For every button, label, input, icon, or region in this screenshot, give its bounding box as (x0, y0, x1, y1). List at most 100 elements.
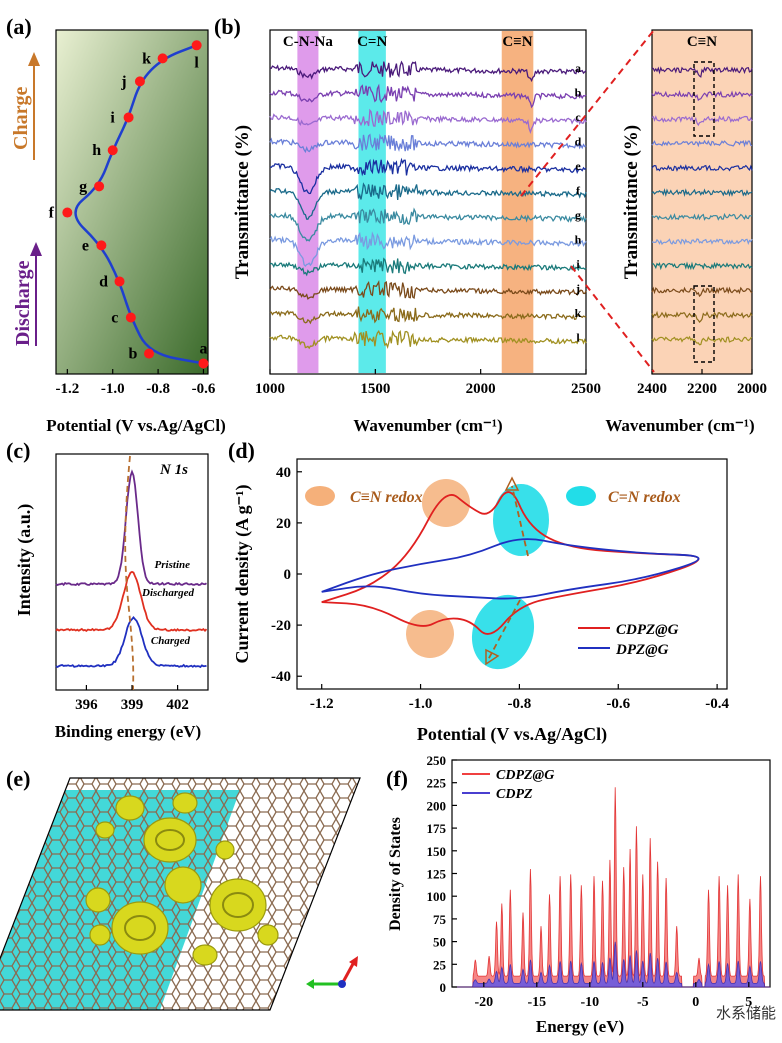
panel-f-xlabel: Energy (eV) (536, 1017, 624, 1036)
cn-triple-oxidation-peak (422, 479, 470, 527)
zoom-line-bottom (570, 265, 655, 373)
x-tick-label: -0.4 (705, 696, 729, 712)
state-point-g (94, 181, 105, 192)
state-label-c: c (111, 310, 118, 327)
state-point-h (107, 145, 118, 156)
xps-label-pristine: Pristine (155, 559, 191, 571)
panel-d-legend: CDPZ@G DPZ@G (578, 622, 679, 658)
panel-d-annotation-cn-double: C=N redox (566, 486, 681, 506)
panel-d-ylabel: Current density (A g⁻¹) (232, 484, 253, 663)
spectrum-a (269, 60, 587, 83)
panel-b-spectra (269, 60, 587, 350)
state-label-b: b (129, 346, 138, 363)
x-tick-label: -0.8 (508, 696, 532, 712)
panel-b-xticks: 1000 1500 2000 2500 (255, 369, 601, 397)
panel-a-points: a b c d e f g hi jk l (49, 40, 209, 369)
cn-triple-redox-label: C≡N redox (350, 489, 423, 506)
panel-f-ylabel: Density of States (387, 817, 404, 931)
spectrum-k (269, 306, 587, 325)
panel-a: (a) a b c d e f g hi jk l -1.2 -1.0 -0.8 -0.6 Potent… (6, 14, 226, 435)
x-tick-label: 2400 (637, 381, 667, 397)
x-tick-label: -1.2 (55, 381, 79, 397)
panel-d-highlights (406, 479, 549, 670)
charge-label: Charge (10, 87, 32, 150)
band-label-0: C-N-Na (283, 34, 333, 50)
x-tick-label: -10 (580, 995, 599, 1010)
panel-e-axis-triad (306, 956, 358, 989)
panel-c-spectra: Pristine Discharged Charged (55, 469, 208, 669)
panel-d-cv-curves (321, 491, 700, 635)
state-label-j: j (120, 73, 126, 90)
xps-label-charged: Charged (151, 635, 191, 647)
x-tick-label: 1500 (360, 381, 390, 397)
state-label-g: g (79, 178, 87, 195)
spectrum-label-a: a (575, 61, 581, 75)
y-tick-label: 75 (433, 912, 447, 927)
inset-spectrum-e (651, 164, 753, 172)
inset-spectrum-a (651, 66, 753, 78)
y-tick-label: 20 (276, 516, 291, 532)
inset-spectrum-g (651, 212, 753, 221)
state-point-j (134, 76, 145, 87)
spectrum-label-j: j (575, 282, 580, 296)
inset-spectrum-c (651, 115, 753, 127)
panel-f-ticks: -20 -15 -10 -5 0 5025507510012515017520022525… (427, 753, 753, 1010)
x-tick-label: -1.2 (310, 696, 334, 712)
x-tick-label: -1.0 (409, 696, 433, 712)
band-label-1: C=N (357, 34, 387, 50)
spectrum-label-f: f (576, 184, 581, 198)
x-tick-label: 1000 (255, 381, 285, 397)
band-1 (358, 31, 386, 373)
y-tick-label: 125 (427, 867, 447, 882)
cn-double-redox-label: C=N redox (608, 489, 681, 506)
legend-dpzg: DPZ@G (615, 642, 669, 658)
cn-triple-reduction-peak (406, 610, 454, 658)
panel-e-cell-border (0, 777, 361, 1011)
state-point-f (62, 207, 73, 218)
spectrum-label-h: h (575, 233, 582, 247)
panel-b-inset-area (651, 29, 753, 375)
band-2 (501, 31, 534, 373)
panel-d: (d) C≡N redox C=N redox CDPZ@G DPZ@G (228, 438, 729, 745)
panel-f-legend: CDPZ@G CDPZ (462, 768, 554, 802)
panel-c-shift-line (124, 455, 135, 691)
legend-cdpzg-f: CDPZ@G (496, 768, 554, 783)
legend-cdpzg: CDPZ@G (616, 622, 679, 638)
panel-a-xlabel: Potential (V vs.Ag/AgCl) (46, 416, 226, 435)
x-tick-label: -20 (474, 995, 493, 1010)
spectrum-f (269, 182, 587, 220)
inset-spectrum-d (651, 139, 753, 148)
state-point-k (157, 53, 168, 64)
panel-b-inset-xticks: 2400 2200 2000 (637, 369, 767, 397)
spectrum-label-k: k (575, 306, 582, 320)
panel-f-label: (f) (386, 766, 408, 791)
panel-a-label: (a) (6, 14, 32, 39)
panel-d-shift-arrows (485, 476, 529, 666)
x-tick-label: -5 (637, 995, 649, 1010)
x-tick-label: -0.6 (606, 696, 630, 712)
state-label-d: d (99, 273, 108, 290)
spectrum-g (269, 207, 587, 242)
x-tick-label: 402 (166, 697, 189, 713)
state-label-i: i (110, 109, 115, 126)
x-tick-label: -0.6 (192, 381, 216, 397)
spectrum-l (269, 329, 587, 350)
panel-d-xlabel: Potential (V vs.Ag/AgCl) (417, 724, 607, 745)
y-tick-label: 0 (440, 980, 447, 995)
state-label-l: l (194, 54, 199, 71)
panel-c-xticks: 396 399 402 (75, 685, 189, 713)
panel-a-curve (74, 44, 204, 365)
state-point-l (191, 40, 202, 51)
x-tick-label: 396 (75, 697, 98, 713)
panel-b-inset-title: C≡N (687, 34, 717, 50)
panel-b-inset-xlabel: Wavenumber (cm⁻¹) (605, 416, 754, 435)
x-tick-label: -0.8 (146, 381, 170, 397)
y-tick-label: 150 (427, 844, 447, 859)
spectrum-label-c: c (575, 110, 581, 124)
spectrum-i (269, 257, 587, 277)
x-tick-label: -15 (527, 995, 546, 1010)
y-tick-label: -20 (271, 618, 291, 634)
xps-label-discharged: Discharged (141, 587, 194, 599)
